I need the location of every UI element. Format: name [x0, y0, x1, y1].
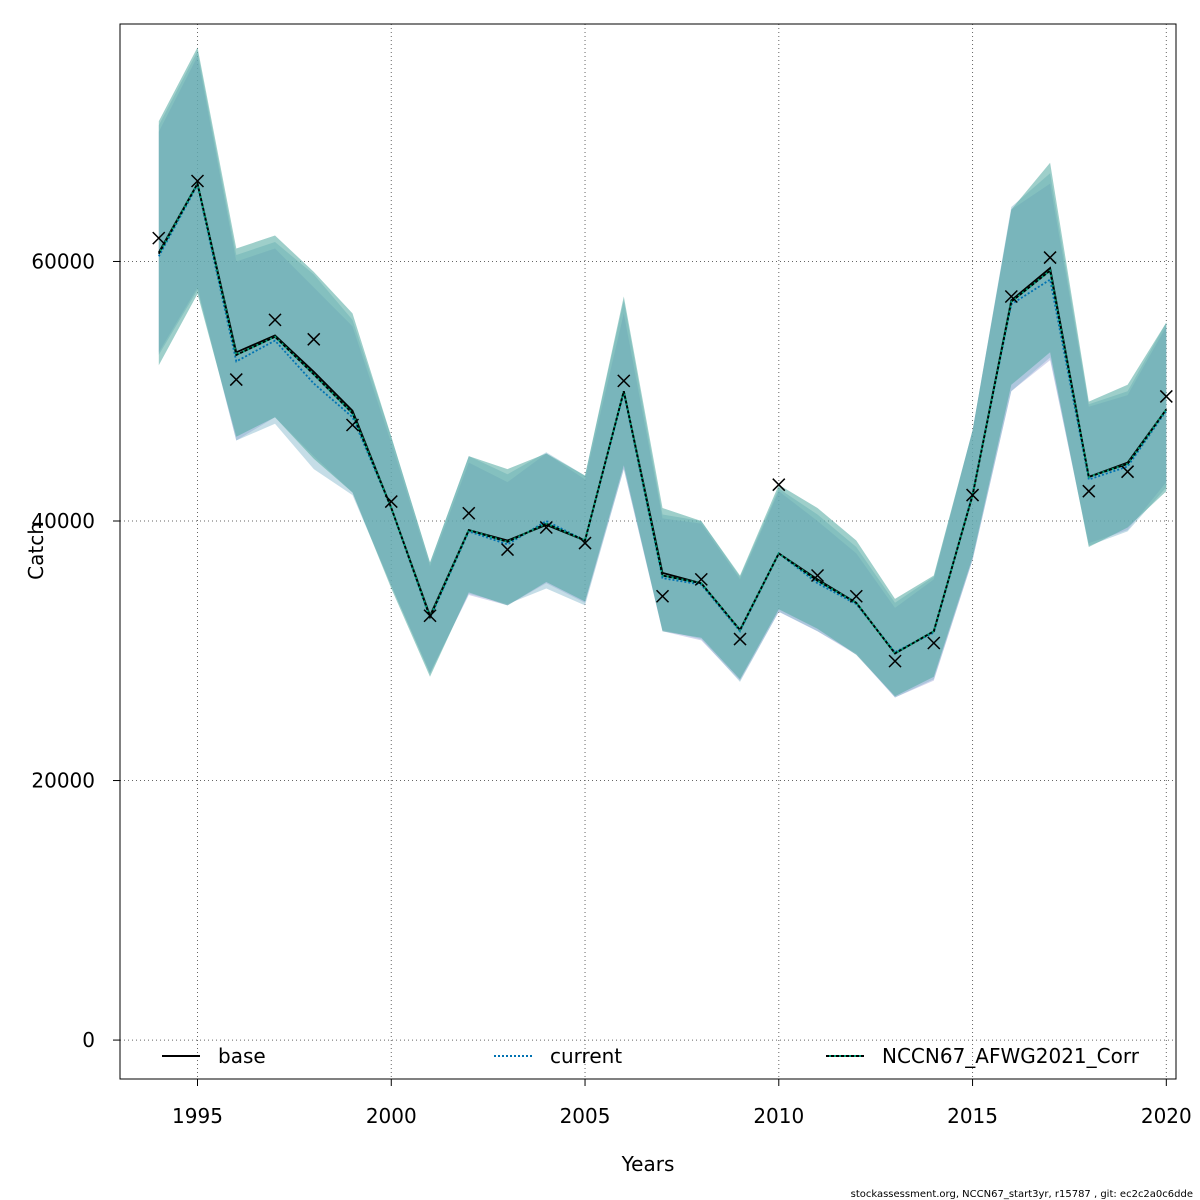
observed-point — [733, 632, 747, 646]
observed-point — [966, 488, 980, 502]
observed-point — [656, 589, 670, 603]
legend: base current NCCN67_AFWG2021_Corr — [162, 1044, 1140, 1068]
y-tick-label: 60000 — [31, 249, 95, 273]
y-tick-label: 20000 — [31, 769, 95, 793]
observed-point — [694, 572, 708, 586]
observed-point — [1004, 289, 1018, 304]
y-axis-label: Catch — [24, 522, 48, 580]
observed-point — [307, 332, 321, 346]
x-tick-label: 2010 — [753, 1104, 804, 1128]
series-line-current — [158, 182, 1168, 654]
series-line-NCCN67_AFWG2021_Corr — [158, 181, 1168, 655]
y-tick-label: 40000 — [31, 509, 95, 533]
x-tick-label: 2020 — [1141, 1104, 1192, 1128]
observed-point — [229, 373, 243, 387]
observed-point — [1121, 465, 1135, 479]
observed-point — [1043, 251, 1057, 265]
observed-point — [617, 374, 631, 388]
series-lines — [158, 181, 1168, 655]
observed-point — [152, 231, 166, 245]
observed-point — [811, 568, 825, 583]
observed-point — [384, 495, 398, 509]
observed-point — [888, 654, 902, 668]
observed-point — [1082, 484, 1096, 498]
legend-label: base — [218, 1044, 266, 1068]
legend-label: current — [550, 1044, 622, 1068]
legend-item-base: base — [162, 1044, 266, 1068]
footer-text: stockassessment.org, NCCN67_start3yr, r1… — [851, 1189, 1193, 1200]
observed-point — [539, 520, 553, 535]
observed-point — [500, 543, 515, 557]
observed-point — [462, 506, 476, 520]
observed-point — [578, 536, 592, 550]
x-tick-label: 2005 — [560, 1104, 611, 1128]
x-tick-label: 1995 — [172, 1104, 223, 1128]
observed-point — [927, 636, 941, 650]
legend-item-current: current — [494, 1044, 622, 1068]
observed-point — [268, 313, 282, 327]
band-NCCN67_AFWG2021_Corr — [158, 47, 1167, 697]
y-tick-label: 0 — [82, 1028, 95, 1052]
legend-item-NCCN67_AFWG2021_Corr: NCCN67_AFWG2021_Corr — [826, 1044, 1140, 1068]
observed-point — [849, 589, 863, 603]
observed-point — [423, 609, 437, 623]
observed-points — [152, 174, 1173, 668]
confidence-bands — [158, 47, 1167, 698]
y-axis: 0 20000 40000 60000 — [31, 249, 120, 1052]
legend-label: NCCN67_AFWG2021_Corr — [882, 1044, 1140, 1068]
plot-frame — [119, 23, 1177, 1080]
x-tick-label: 2000 — [366, 1104, 417, 1128]
x-axis: 1995 2000 2005 2010 2015 2020 — [172, 1079, 1192, 1128]
x-axis-label: Years — [621, 1152, 675, 1176]
observed-point — [1159, 389, 1173, 403]
observed-point — [772, 478, 786, 492]
x-tick-label: 2015 — [947, 1104, 998, 1128]
observed-point — [345, 418, 360, 432]
observed-point — [190, 174, 205, 188]
